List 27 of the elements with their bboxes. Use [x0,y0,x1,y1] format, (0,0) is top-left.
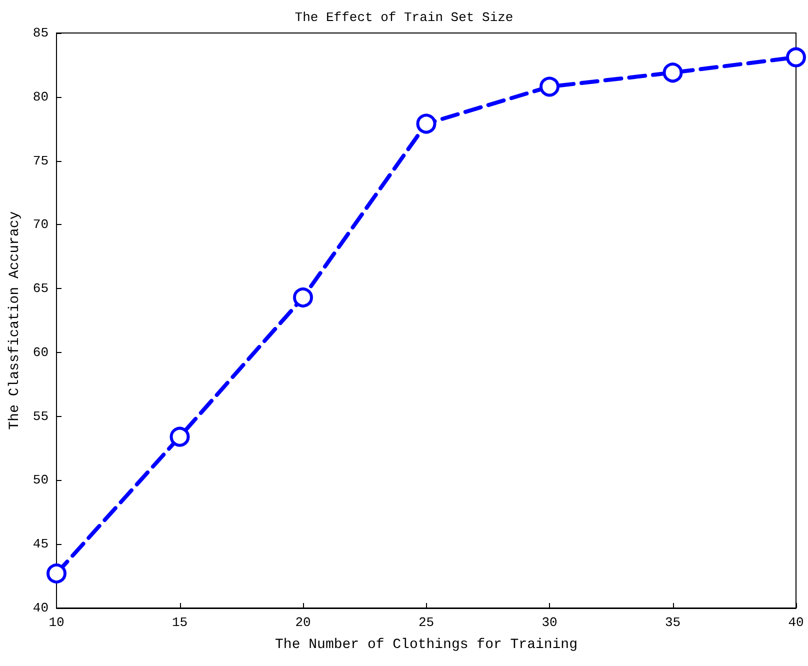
x-tick-label: 35 [664,615,681,630]
y-tick-label: 50 [32,472,48,488]
point [46,564,66,584]
y-tick-label: 75 [32,153,48,168]
x-tick-label: 20 [295,615,311,630]
point [540,76,560,97]
x-axis-title: The Number of Clothings for Training [275,637,578,653]
y-tick-label: 80 [32,89,48,104]
y-axis-title: The Classfication Accuracy [7,211,23,430]
y-tick-label: 45 [32,536,48,552]
y-tick-label: 85 [32,26,48,40]
y-tick-label: 65 [32,281,48,296]
y-tick-label: 60 [32,344,48,360]
point [170,426,190,447]
point [786,47,806,68]
y-tick-label: 40 [32,600,48,616]
x-tick-label: 10 [48,615,64,630]
x-tick-label: 15 [172,615,188,630]
point [416,114,436,134]
point [293,288,313,308]
point [662,62,683,83]
y-tick-label: 70 [32,217,48,232]
x-tick-label: 25 [418,615,434,630]
x-tick-label: 40 [788,615,804,630]
y-tick-label: 55 [32,408,48,424]
x-tick-label: 30 [542,615,558,630]
chart-title: The Effect of Train Set Size [294,10,514,25]
